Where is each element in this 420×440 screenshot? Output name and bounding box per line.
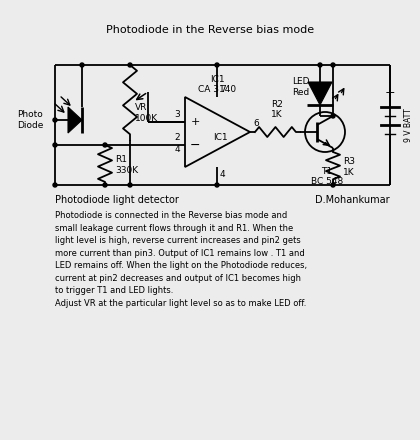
Circle shape (215, 63, 219, 67)
Text: R2
1K: R2 1K (271, 99, 283, 119)
Circle shape (53, 143, 57, 147)
Text: 7: 7 (220, 85, 226, 94)
Text: Photodiode is connected in the Reverse bias mode and: Photodiode is connected in the Reverse b… (55, 211, 287, 220)
Text: LED remains off. When the light on the Photodiode reduces,: LED remains off. When the light on the P… (55, 261, 307, 270)
Text: to trigger T1 and LED lights.: to trigger T1 and LED lights. (55, 286, 173, 295)
Text: 4: 4 (174, 145, 180, 154)
Text: 4: 4 (220, 170, 226, 179)
Text: IC1
CA 3140: IC1 CA 3140 (198, 75, 236, 95)
Text: 2: 2 (174, 133, 180, 142)
Text: +: + (190, 117, 200, 127)
Circle shape (103, 143, 107, 147)
Text: more current than pin3. Output of IC1 remains low . T1 and: more current than pin3. Output of IC1 re… (55, 249, 305, 257)
Text: IC1: IC1 (213, 132, 227, 142)
Text: R3
1K: R3 1K (343, 158, 355, 177)
Text: small leakage current flows through it and R1. When the: small leakage current flows through it a… (55, 224, 293, 232)
Circle shape (331, 114, 335, 118)
Circle shape (331, 63, 335, 67)
Text: −: − (190, 139, 200, 151)
Text: current at pin2 decreases and output of IC1 becomes high: current at pin2 decreases and output of … (55, 274, 301, 282)
Text: LED
Red: LED Red (292, 77, 310, 97)
Circle shape (80, 63, 84, 67)
Text: R1
330K: R1 330K (115, 155, 138, 175)
Text: D.Mohankumar: D.Mohankumar (315, 195, 390, 205)
Circle shape (215, 183, 219, 187)
Circle shape (318, 63, 322, 67)
Text: 6: 6 (253, 119, 259, 128)
Circle shape (128, 183, 132, 187)
Polygon shape (68, 107, 82, 133)
Text: 3: 3 (174, 110, 180, 119)
Text: Adjust VR at the particular light level so as to make LED off.: Adjust VR at the particular light level … (55, 298, 306, 308)
Text: +: + (385, 86, 395, 99)
Circle shape (53, 183, 57, 187)
Text: Photodiode in the Reverse bias mode: Photodiode in the Reverse bias mode (106, 25, 314, 35)
Text: Photodiode light detector: Photodiode light detector (55, 195, 179, 205)
Text: T1
BC 548: T1 BC 548 (311, 167, 343, 187)
Circle shape (128, 63, 132, 67)
Text: VR
100K: VR 100K (135, 103, 158, 123)
Circle shape (331, 183, 335, 187)
Circle shape (103, 183, 107, 187)
Text: Photo
Diode: Photo Diode (17, 110, 43, 130)
Polygon shape (308, 82, 332, 105)
Circle shape (53, 118, 57, 122)
Text: 9 V BATT: 9 V BATT (404, 108, 413, 142)
Text: light level is high, reverse current increases and pin2 gets: light level is high, reverse current inc… (55, 236, 301, 245)
